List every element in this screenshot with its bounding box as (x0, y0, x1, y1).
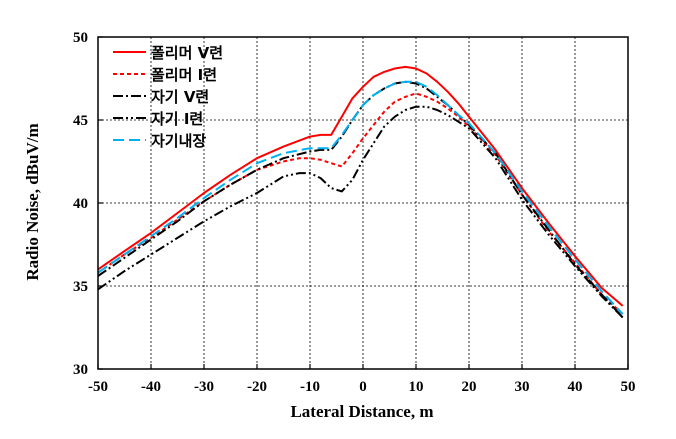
legend-label: 자기 I련 (151, 110, 203, 128)
legend-label: 자기 V련 (151, 88, 209, 106)
x-tick-label: -10 (300, 379, 320, 395)
legend-label: 폴리머 V련 (151, 44, 223, 62)
series-line (97, 105, 624, 319)
x-tick-label: 0 (359, 379, 367, 395)
x-tick-label: 30 (515, 379, 530, 395)
y-tick-label: 45 (73, 113, 88, 129)
x-tick-label: -30 (194, 379, 214, 395)
y-tick-label: 30 (73, 362, 88, 378)
y-axis-title: Radio Noise, dBuV/m (23, 123, 42, 280)
x-tick-label: 10 (409, 379, 424, 395)
x-tick-label: -50 (88, 379, 108, 395)
y-tick-label: 35 (73, 279, 88, 295)
x-tick-label: -40 (141, 379, 161, 395)
x-tick-label: 40 (568, 379, 583, 395)
legend-label: 자기내장 (151, 132, 206, 150)
legend-label: 폴리머 I련 (151, 66, 217, 84)
y-tick-label: 40 (73, 196, 88, 212)
tick-labels: -50 -40 -30 -20 -10 0 10 20 30 40 50 30 35 40 45 50 (73, 30, 636, 395)
x-tick-label: 50 (621, 379, 636, 395)
x-tick-label: -20 (247, 379, 267, 395)
series-lines (97, 65, 624, 319)
x-axis-title: Lateral Distance, m (290, 402, 433, 421)
series-line (97, 80, 624, 315)
series-line (97, 65, 624, 307)
x-tick-label: 20 (462, 379, 477, 395)
grid (98, 37, 628, 369)
y-tick-label: 50 (73, 30, 88, 46)
